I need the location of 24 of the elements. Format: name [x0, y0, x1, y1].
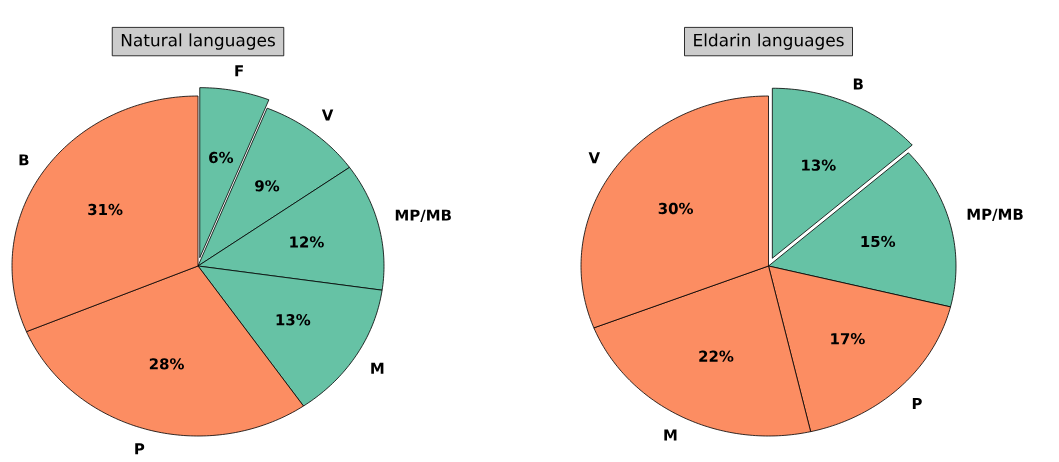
data-label: 17%: [831, 333, 865, 345]
slice-label: B: [19, 154, 29, 166]
slice-label: M: [371, 362, 384, 374]
data-label: 31%: [88, 203, 123, 216]
data-label: 13%: [276, 314, 311, 326]
slice-label: MP/MB: [395, 209, 451, 222]
data-label: 28%: [149, 358, 184, 370]
slice-label: V: [321, 109, 334, 121]
slice-label: F: [235, 65, 243, 77]
data-label: 15%: [861, 235, 896, 248]
data-label: 6%: [209, 151, 234, 164]
data-label: 30%: [658, 202, 694, 215]
data-label: 22%: [699, 350, 734, 362]
slice-label: M: [664, 429, 677, 441]
data-label: 9%: [255, 180, 280, 192]
chart-title: Eldarin languages: [694, 33, 844, 50]
slice-label: B: [853, 78, 863, 90]
slice-label: V: [588, 152, 600, 164]
chart-title: Natural languages: [121, 33, 275, 50]
data-label: 13%: [802, 159, 836, 171]
slice-label: MP/MB: [967, 208, 1023, 222]
slice-label: P: [912, 398, 922, 409]
data-label: 12%: [290, 236, 324, 248]
slice-label: P: [135, 443, 145, 455]
